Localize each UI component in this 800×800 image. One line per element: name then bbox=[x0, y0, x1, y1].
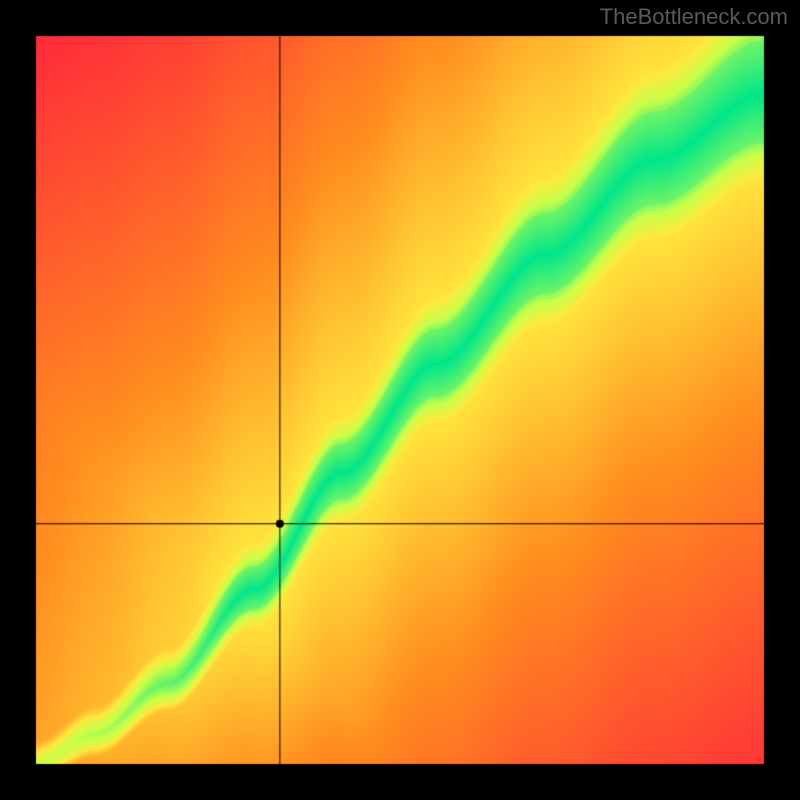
chart-container: TheBottleneck.com bbox=[0, 0, 800, 800]
watermark-text: TheBottleneck.com bbox=[600, 4, 788, 30]
heatmap-canvas bbox=[0, 0, 800, 800]
